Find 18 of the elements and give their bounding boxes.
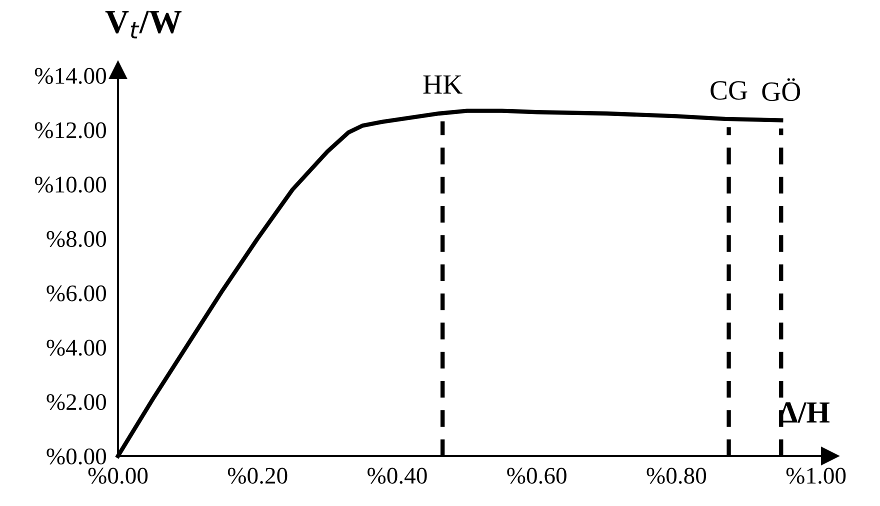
x-tick-label: %0.80	[646, 468, 706, 484]
y-axis-title: V$_{t}$/W	[105, 10, 182, 38]
x-tick-label: %0.60	[507, 468, 566, 484]
y-tick-label: %10.00	[34, 176, 106, 193]
x-tick-label: %0.20	[228, 468, 288, 484]
y-tick-label: %12.00	[34, 122, 106, 138]
y-tick-label: %14.00	[34, 68, 106, 84]
ref-line-label: CG	[710, 81, 748, 100]
x-tick-label: %1.00	[786, 468, 846, 484]
y-tick-label: %2.00	[46, 394, 106, 410]
y-tick-label: %6.00	[46, 285, 106, 302]
x-tick-label: %0.00	[88, 468, 148, 484]
y-tick-label: %4.00	[46, 340, 106, 356]
x-tick-label: %0.40	[368, 468, 427, 484]
y-tick-label: %8.00	[46, 231, 106, 248]
ref-line-label: GÖ	[762, 78, 800, 102]
ref-line-label: HK	[423, 75, 462, 94]
y-tick-label: %0.00	[46, 448, 106, 465]
